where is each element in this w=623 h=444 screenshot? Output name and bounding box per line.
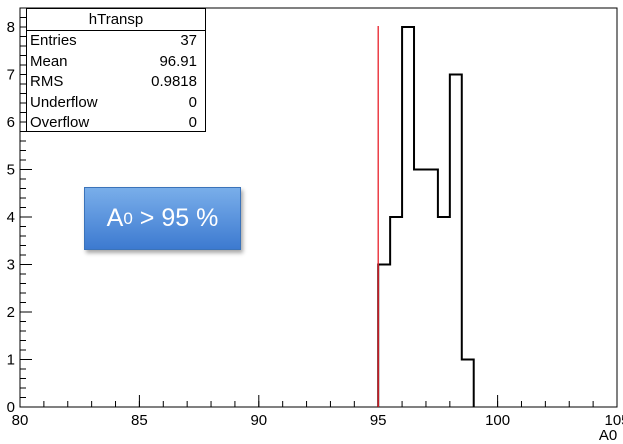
- stats-value: 0: [188, 93, 197, 111]
- stats-value: 0.9818: [151, 73, 197, 90]
- y-tick-label: 6: [7, 114, 15, 131]
- x-axis-ticks: 80 85 90 95 100 105: [12, 395, 623, 429]
- stats-row-mean: Mean 96.91: [27, 52, 205, 73]
- histogram-bin: [378, 265, 390, 408]
- callout-base: A: [106, 204, 124, 232]
- x-tick-label: 105: [604, 412, 623, 429]
- x-tick-label: 80: [12, 412, 29, 429]
- histogram-bin: [414, 170, 426, 408]
- stats-value: 0: [188, 114, 197, 131]
- y-tick-label: 4: [7, 209, 15, 226]
- x-tick-label: 100: [485, 412, 510, 429]
- stats-row-rms: RMS 0.9818: [27, 72, 205, 93]
- y-tick-label: 5: [7, 162, 15, 179]
- x-axis-label: A0: [599, 427, 617, 444]
- stats-row-overflow: Overflow 0: [27, 113, 205, 134]
- stats-value: 37: [180, 32, 197, 49]
- stats-label: Mean: [30, 52, 68, 70]
- histogram-outline: [377, 26, 475, 407]
- stats-box: hTransp Entries 37 Mean 96.91 RMS 0.9818…: [26, 8, 206, 132]
- callout-rest: > 95 %: [132, 204, 219, 232]
- stats-label: Overflow: [30, 114, 90, 131]
- stats-label: Entries: [30, 32, 77, 49]
- histogram-bin: [390, 217, 402, 407]
- y-tick-label: 1: [7, 352, 15, 369]
- histogram-bin: [450, 75, 462, 408]
- stats-row-entries: Entries 37: [27, 31, 205, 52]
- y-tick-label: 0: [7, 399, 15, 416]
- stats-label: RMS: [30, 73, 64, 90]
- x-tick-label: 90: [250, 412, 267, 429]
- x-minor-ticks: [19, 401, 618, 407]
- stats-title: hTransp: [27, 9, 205, 31]
- stats-label: Underflow: [30, 93, 98, 111]
- y-tick-label: 3: [7, 257, 15, 274]
- stats-value: 96.91: [159, 52, 197, 70]
- stats-row-underflow: Underflow 0: [27, 93, 205, 114]
- y-tick-label: 2: [7, 304, 15, 321]
- histogram-bin: [462, 360, 474, 408]
- y-tick-label: 7: [7, 67, 15, 84]
- callout-subscript: 0: [123, 208, 133, 228]
- histogram-bin: [402, 27, 414, 407]
- x-tick-label: 85: [131, 412, 148, 429]
- y-tick-label: 8: [7, 19, 15, 36]
- histogram-bin: [426, 170, 438, 408]
- histogram-bin: [438, 217, 450, 407]
- x-tick-label: 95: [370, 412, 387, 429]
